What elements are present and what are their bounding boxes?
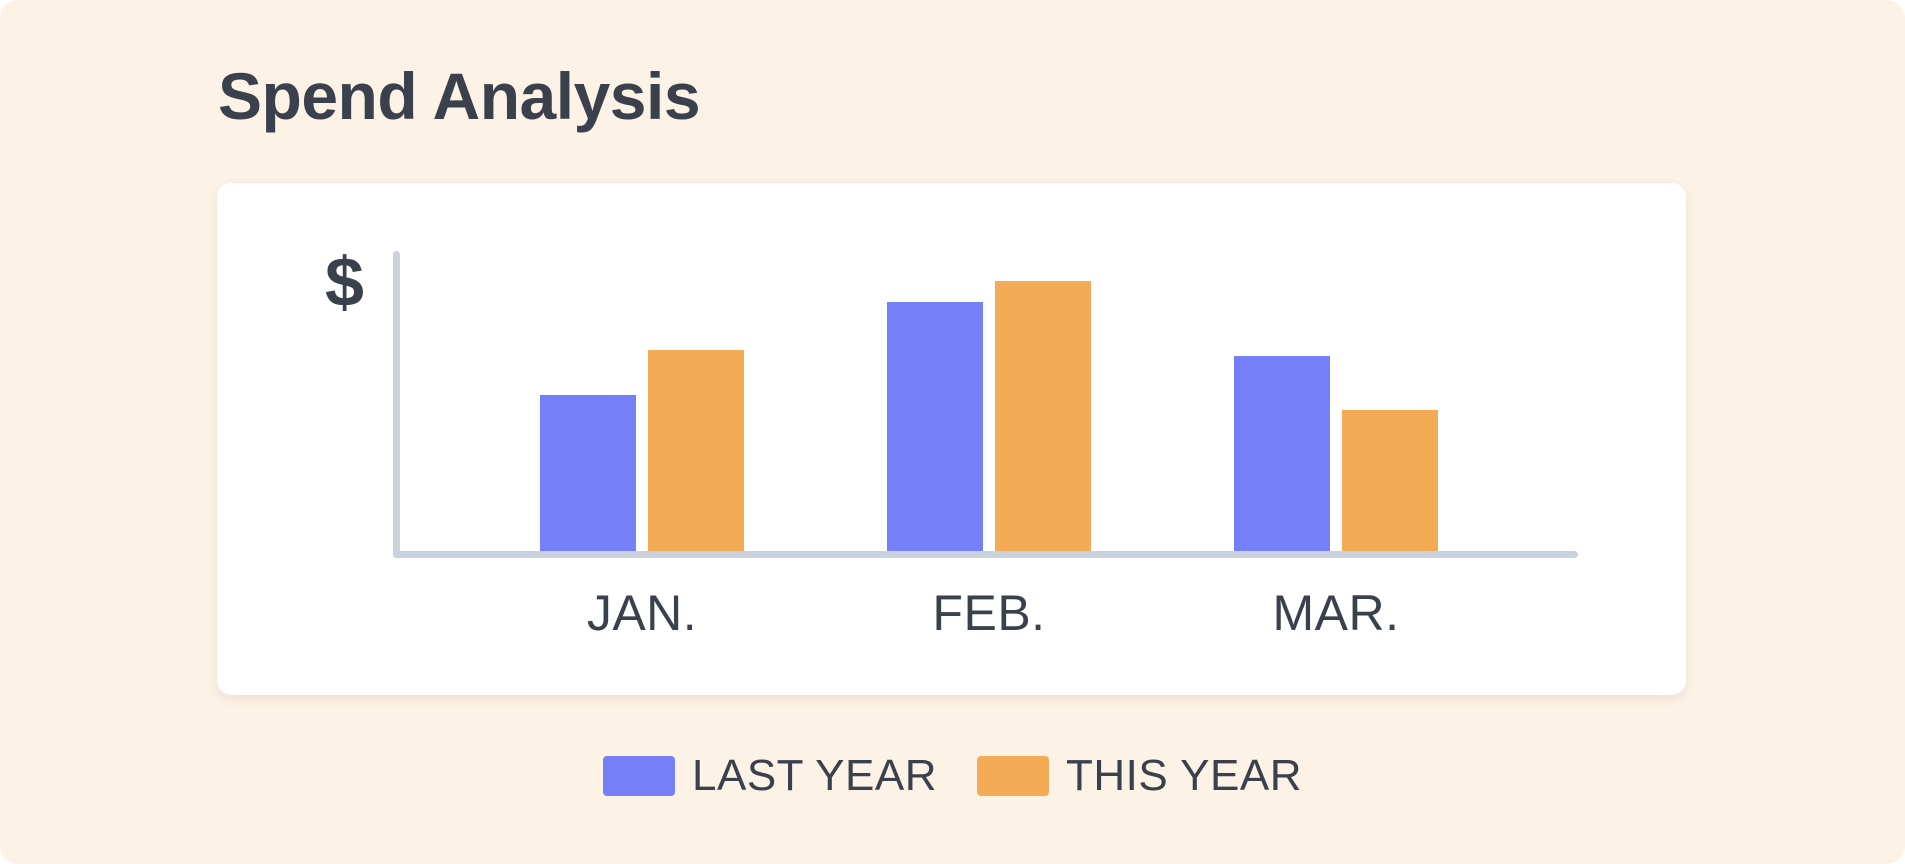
bar-last-year-jan (540, 395, 636, 551)
chart-card: $ JAN. FEB. MAR. (217, 183, 1686, 695)
bar-group-jan: JAN. (540, 251, 744, 641)
x-axis-label-jan: JAN. (586, 585, 698, 641)
x-axis-line (393, 551, 1578, 558)
x-axis-label-mar: MAR. (1272, 585, 1400, 641)
bar-this-year-feb (995, 281, 1091, 551)
bar-last-year-feb (887, 302, 983, 551)
legend-item-last-year: LAST YEAR (603, 751, 937, 801)
bar-group-feb: FEB. (887, 251, 1091, 641)
legend-swatch-last-year (603, 756, 675, 796)
bar-last-year-mar (1234, 356, 1330, 551)
chart-legend: LAST YEAR THIS YEAR (0, 751, 1905, 801)
y-axis-dollar-label: $ (325, 243, 364, 321)
legend-label-last-year: LAST YEAR (692, 751, 937, 800)
bar-this-year-mar (1342, 410, 1438, 551)
y-axis-line (393, 251, 400, 558)
bar-this-year-jan (648, 350, 744, 551)
bar-chart: $ JAN. FEB. MAR. (217, 183, 1686, 695)
bar-group-mar: MAR. (1234, 251, 1438, 641)
legend-label-this-year: THIS YEAR (1066, 751, 1302, 800)
page-title: Spend Analysis (218, 59, 701, 133)
x-axis-label-feb: FEB. (932, 585, 1046, 641)
plot-area: JAN. FEB. MAR. (540, 251, 1438, 641)
legend-item-this-year: THIS YEAR (977, 751, 1302, 801)
legend-swatch-this-year (977, 756, 1049, 796)
